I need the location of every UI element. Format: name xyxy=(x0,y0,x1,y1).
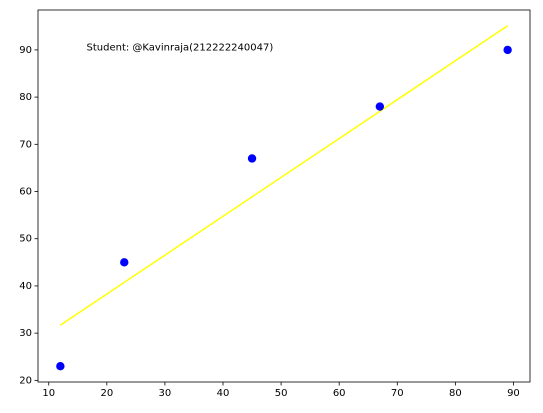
x-tick-label: 50 xyxy=(275,388,288,399)
x-tick-label: 30 xyxy=(159,388,172,399)
y-tick-label: 40 xyxy=(19,281,32,292)
scatter-point xyxy=(247,154,257,163)
x-tick-label: 40 xyxy=(217,388,230,399)
axes-frame xyxy=(37,9,531,383)
y-tick-label: 50 xyxy=(19,234,32,245)
regression-line xyxy=(59,25,509,326)
y-tick-label: 90 xyxy=(19,45,32,56)
x-tick-label: 70 xyxy=(391,388,404,399)
y-tick-label: 30 xyxy=(19,328,32,339)
scatter-point xyxy=(120,258,129,267)
plot-content xyxy=(56,25,512,371)
y-tick-label: 20 xyxy=(19,375,32,386)
x-tick-label: 20 xyxy=(100,388,113,399)
scatter-point xyxy=(375,102,385,111)
x-tick-label: 10 xyxy=(42,388,55,399)
x-tick-label: 80 xyxy=(449,388,462,399)
scatter-point xyxy=(56,361,65,371)
student-annotation: Student: @Kavinraja(212222240047) xyxy=(87,43,274,54)
y-tick-label: 80 xyxy=(19,92,32,103)
x-tick-label: 90 xyxy=(507,388,520,399)
y-tick-label: 60 xyxy=(19,187,32,198)
x-tick-label: 60 xyxy=(333,388,346,399)
y-tick-label: 70 xyxy=(19,139,32,150)
y-axis-ticks: 20 30 40 50 60 70 80 90 xyxy=(19,45,38,386)
x-axis-ticks: 10 20 30 40 50 60 70 80 90 xyxy=(42,382,520,399)
scatter-point xyxy=(503,45,512,55)
